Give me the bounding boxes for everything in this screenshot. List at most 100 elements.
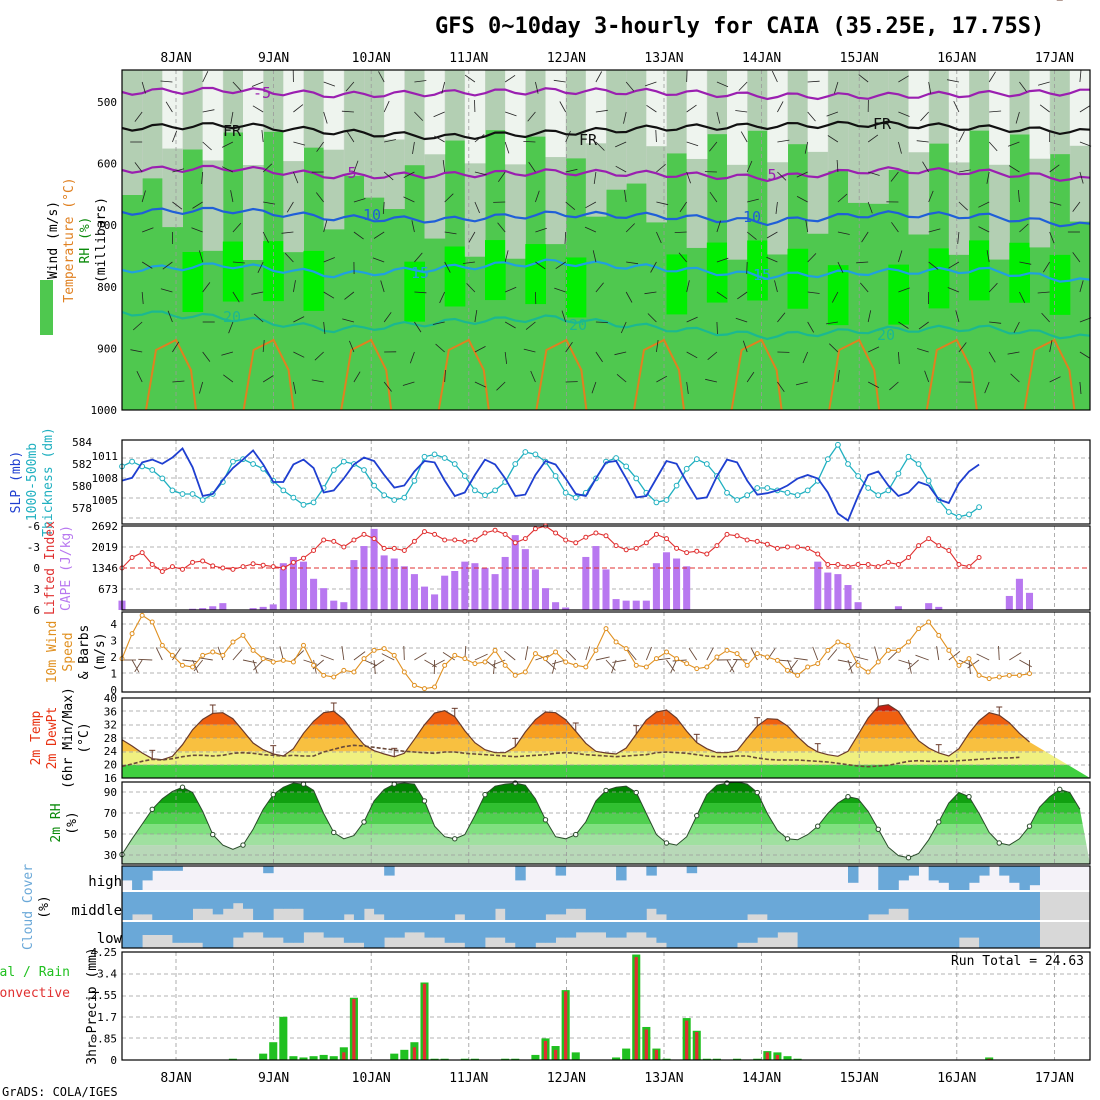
cloud-cell xyxy=(394,892,405,920)
wind-barb-10m xyxy=(936,646,940,661)
cloud-cell xyxy=(313,892,325,920)
wind-barb xyxy=(709,191,718,203)
thickness-point xyxy=(562,489,569,496)
wind-barb xyxy=(647,313,657,323)
wind-barb xyxy=(928,228,941,233)
thickness-point xyxy=(653,499,660,506)
cloud-cell xyxy=(132,922,143,948)
rh-band xyxy=(122,792,1090,804)
wind-speed-point xyxy=(724,647,730,653)
precip-total-bar xyxy=(269,1042,278,1060)
thickness-point xyxy=(330,467,337,473)
precip-total-bar xyxy=(783,1056,792,1060)
wind-barb xyxy=(595,141,605,151)
wind-barb xyxy=(474,201,480,214)
wind-speed-line xyxy=(121,614,1030,690)
rh-dry-band xyxy=(928,70,950,144)
li-point xyxy=(482,530,488,536)
wind-barb xyxy=(202,141,212,151)
wind-speed-point xyxy=(169,652,175,658)
cloud-cell xyxy=(424,892,435,920)
wind-barb xyxy=(775,201,778,214)
wind-barb xyxy=(595,282,604,293)
rh-dry-band xyxy=(666,70,688,154)
wind-barb xyxy=(861,231,869,243)
li-point xyxy=(875,564,881,570)
wind-barb xyxy=(1041,312,1050,323)
wind-barb xyxy=(928,81,932,94)
wind-barb xyxy=(805,220,809,233)
wind-barb xyxy=(232,81,242,92)
rh-moist-band xyxy=(525,244,546,305)
cloud-cell xyxy=(575,922,587,933)
cloud-cell xyxy=(938,922,950,948)
temp-tick: 28 xyxy=(104,732,117,745)
cape-bar xyxy=(400,566,408,610)
cloud-cell xyxy=(152,866,163,871)
wind-barb-10m xyxy=(341,646,345,661)
temperature-contour xyxy=(121,258,1091,283)
warm-contour xyxy=(633,338,685,411)
wind-barb xyxy=(989,321,1002,324)
wind-barb xyxy=(686,171,691,184)
wind-barb xyxy=(807,111,816,122)
wind-barb xyxy=(564,231,567,245)
wind-barb xyxy=(314,351,324,361)
wind-barb xyxy=(474,381,486,388)
thickness-point xyxy=(230,458,236,465)
wind-barb-10m xyxy=(750,647,758,661)
rh-tick: 50 xyxy=(104,828,117,841)
precip-total-bar xyxy=(712,1058,721,1060)
li-point xyxy=(805,545,811,551)
li-point xyxy=(321,537,327,543)
rh-dry-band xyxy=(706,70,728,135)
li-point xyxy=(341,544,347,550)
cloud-cell xyxy=(585,892,597,920)
li-point xyxy=(926,536,932,542)
wind-speed-point xyxy=(976,672,982,678)
wind-speed-point xyxy=(351,669,357,675)
cloud-cell xyxy=(757,892,768,915)
wind-barb xyxy=(831,291,839,303)
precip-total-bar xyxy=(289,1056,298,1060)
wind-barb xyxy=(252,105,264,113)
wind-barb xyxy=(130,349,143,353)
thickness-point xyxy=(149,467,156,473)
li-point xyxy=(270,564,276,570)
cape-bar xyxy=(310,578,318,610)
wind-barb xyxy=(134,111,143,122)
wind-tick: 3 xyxy=(110,635,117,648)
wind-barb xyxy=(553,79,566,83)
cloud-cell xyxy=(172,866,183,871)
cloud-cell xyxy=(989,892,1000,920)
wind-barb xyxy=(525,321,536,330)
thickness-point xyxy=(895,470,902,477)
cape-bar xyxy=(390,558,398,610)
contour-label: FR xyxy=(873,115,892,133)
wind-speed-point xyxy=(210,649,216,655)
tick-label: 800 xyxy=(97,281,117,294)
wind-barb-10m xyxy=(729,659,738,673)
rh-band xyxy=(122,813,1090,825)
wind-barb xyxy=(293,280,296,293)
cloud-cell xyxy=(495,922,506,938)
thickness-point xyxy=(391,497,398,503)
rh-point xyxy=(875,826,881,833)
wind-barb-10m xyxy=(381,653,395,661)
li-point xyxy=(290,559,296,565)
cloud-cell xyxy=(938,866,950,883)
thickness-point xyxy=(673,482,680,489)
rh-tick: 70 xyxy=(104,807,117,820)
rh-moist-band xyxy=(1049,254,1071,315)
cape-bar xyxy=(935,606,943,610)
cape-bar xyxy=(1005,595,1013,610)
li-point xyxy=(301,555,306,561)
wind-barb xyxy=(523,141,536,143)
cloud-cell xyxy=(616,866,627,881)
precip-total-bar xyxy=(309,1056,318,1060)
cloud-cell xyxy=(696,922,708,948)
wind-barb xyxy=(686,104,697,113)
warm-contour xyxy=(535,338,588,411)
temperature-contour xyxy=(121,206,1091,228)
